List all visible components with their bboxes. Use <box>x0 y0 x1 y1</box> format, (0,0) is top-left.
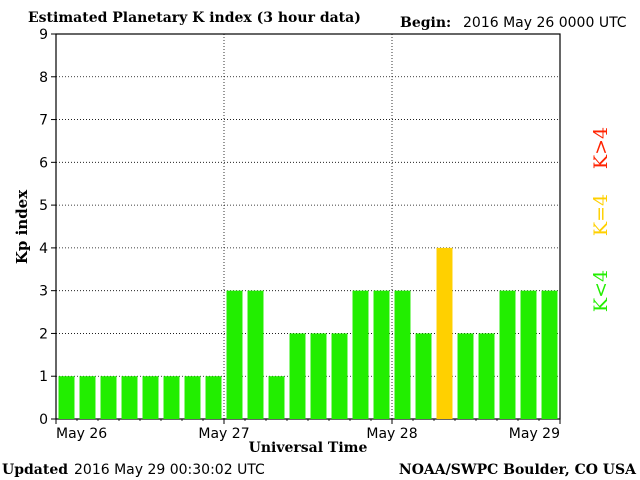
kp-bar <box>247 290 264 419</box>
chart-title: Estimated Planetary K index (3 hour data… <box>28 10 361 26</box>
kp-bar <box>289 333 306 419</box>
y-tick-label: 7 <box>39 113 48 129</box>
source-credit: NOAA/SWPC Boulder, CO USA <box>399 462 637 478</box>
kp-bar <box>163 376 180 419</box>
y-axis-ticks: 0 1 2 3 4 5 6 7 8 9 <box>39 27 56 428</box>
y-tick-label: 5 <box>39 198 48 214</box>
legend-yellow: K=4 <box>590 194 612 236</box>
plot-area: 0 1 2 3 4 5 6 7 8 9 May 26 May 27 May 28 May 29 <box>39 27 561 442</box>
x-tick-label: May 28 <box>366 426 417 442</box>
plot-frame <box>55 33 561 420</box>
begin-value: 2016 May 26 0000 UTC <box>463 15 627 31</box>
x-tick-label: May 26 <box>56 426 107 442</box>
kp-bar <box>415 333 432 419</box>
y-tick-label: 8 <box>39 70 48 86</box>
kp-bar <box>499 290 516 419</box>
y-tick-label: 0 <box>39 412 48 428</box>
kp-bar <box>142 376 159 419</box>
kp-bar <box>394 290 411 419</box>
kp-bar <box>373 290 390 419</box>
x-axis-ticks: May 26 May 27 May 28 May 29 <box>55 419 561 442</box>
kp-bar <box>79 376 96 419</box>
bars <box>58 247 558 419</box>
y-tick-label: 1 <box>39 369 48 385</box>
kp-bar <box>100 376 117 419</box>
y-tick-label: 6 <box>39 155 48 171</box>
kp-bar <box>226 290 243 419</box>
kp-bar <box>352 290 369 419</box>
y-tick-label: 2 <box>39 326 48 342</box>
x-axis-label: Universal Time <box>249 440 368 456</box>
gridlines <box>56 34 560 419</box>
y-axis-label: Kp index <box>13 189 31 264</box>
kp-bar <box>310 333 327 419</box>
kp-bar <box>478 333 495 419</box>
x-tick-label: May 27 <box>198 426 249 442</box>
x-tick-label: May 29 <box>509 426 560 442</box>
updated-label: Updated <box>2 462 68 478</box>
kp-bar <box>205 376 222 419</box>
y-tick-label: 9 <box>39 27 48 43</box>
kp-bar <box>436 247 453 419</box>
kp-bar <box>331 333 348 419</box>
kp-bar <box>58 376 75 419</box>
kp-bar <box>268 376 285 419</box>
updated-value: 2016 May 29 00:30:02 UTC <box>74 462 265 478</box>
legend-green: K<4 <box>590 270 612 312</box>
y-tick-label: 4 <box>39 241 48 257</box>
begin-label: Begin: <box>400 15 451 31</box>
kp-bar <box>520 290 537 419</box>
legend-red: K>4 <box>590 127 612 169</box>
kp-bar <box>541 290 558 419</box>
kp-bar <box>121 376 138 419</box>
kp-bar <box>184 376 201 419</box>
kp-bar <box>457 333 474 419</box>
y-tick-label: 3 <box>39 284 48 300</box>
